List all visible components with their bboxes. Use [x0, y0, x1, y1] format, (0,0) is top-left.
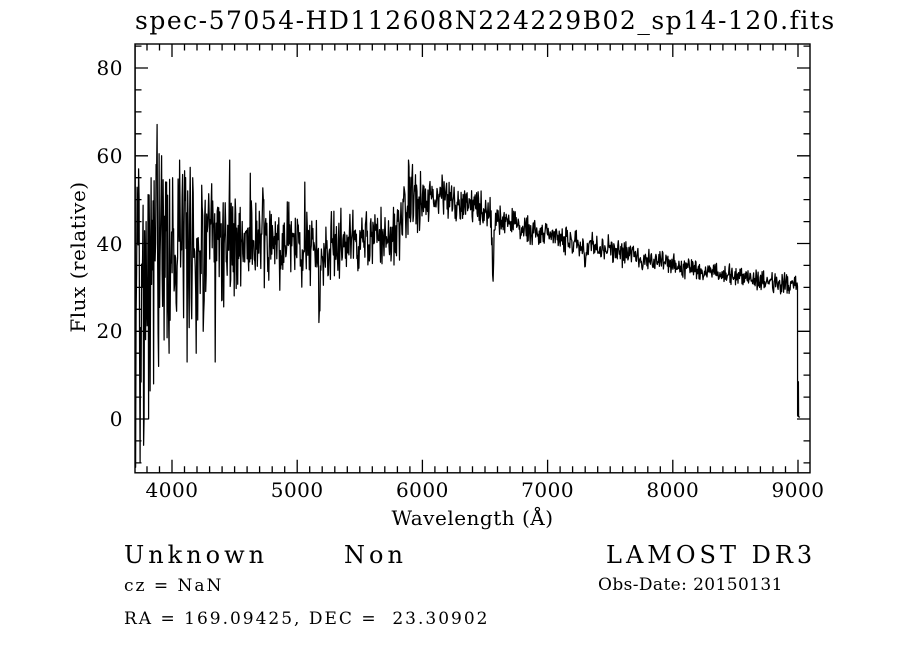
spectrum-line	[134, 44, 801, 468]
y-axis-label: Flux (relative)	[66, 181, 90, 333]
y-tick-label: 80	[96, 56, 123, 80]
page-title: spec-57054-HD112608N224229B02_sp14-120.f…	[135, 6, 836, 35]
cz-value: cz = NaN	[124, 576, 224, 596]
x-axis-label: Wavelength (Å)	[391, 506, 554, 530]
object-subclass-label: Non	[344, 541, 407, 569]
y-tick-label: 20	[96, 319, 123, 344]
x-tick-label: 9000	[771, 478, 825, 502]
x-tick-label: 4000	[145, 478, 199, 502]
y-tick-label: 40	[96, 231, 123, 256]
survey-label: LAMOST DR3	[606, 541, 817, 569]
x-tick-label: 7000	[521, 478, 575, 502]
ra-dec-value: RA = 169.09425, DEC = 23.30902	[124, 609, 490, 629]
y-tick-label: 60	[96, 143, 123, 168]
axis-ticks	[135, 44, 810, 473]
x-tick-label: 5000	[270, 478, 324, 502]
obs-date: Obs-Date: 20150131	[598, 575, 783, 595]
x-tick-label: 8000	[646, 478, 700, 502]
x-tick-label: 6000	[395, 478, 449, 502]
object-class-label: Unknown	[124, 541, 269, 569]
y-tick-label: 0	[109, 407, 123, 431]
